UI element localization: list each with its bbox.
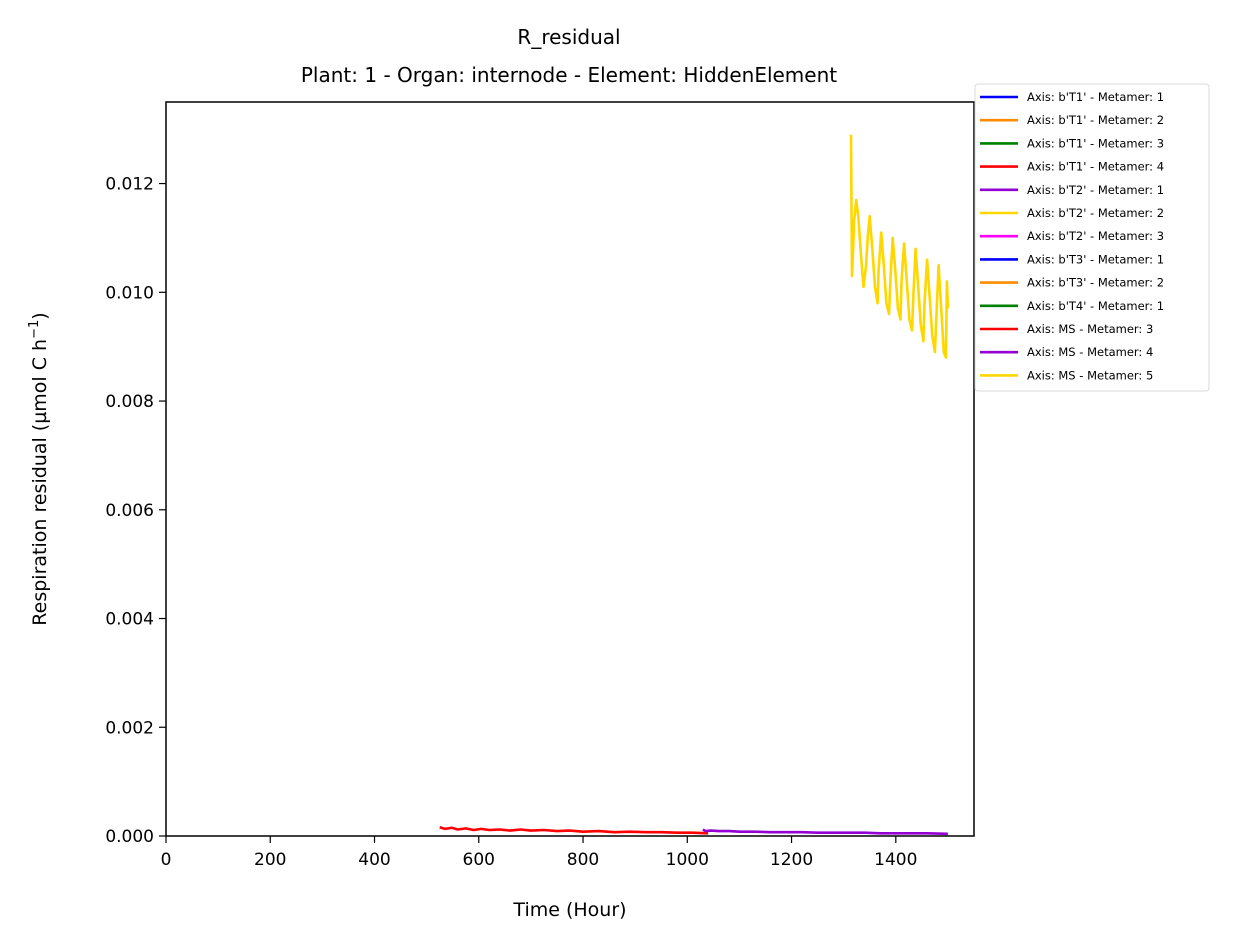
- x-tick-label: 0: [161, 850, 172, 870]
- legend-entry: Axis: b'T1' - Metamer: 1: [1027, 90, 1164, 104]
- x-tick-label: 600: [463, 850, 495, 870]
- legend-entry: Axis: MS - Metamer: 3: [1027, 322, 1153, 336]
- series-line-11: [702, 828, 948, 836]
- chart-subtitle: Plant: 1 - Organ: internode - Element: H…: [301, 63, 837, 87]
- y-axis: 0.000 0.002 0.004 0.006 0.008 0.010 0.012: [105, 175, 166, 847]
- x-tick-label: 1400: [874, 850, 917, 870]
- y-tick-label: 0.002: [105, 718, 154, 738]
- y-tick-label: 0.006: [105, 501, 154, 521]
- y-axis-label-superscript: −1: [27, 320, 42, 339]
- legend-entry: Axis: MS - Metamer: 5: [1027, 368, 1153, 382]
- legend-entry: Axis: MS - Metamer: 4: [1027, 345, 1153, 359]
- legend-entry: Axis: b'T2' - Metamer: 2: [1027, 206, 1164, 220]
- legend-entry: Axis: b'T3' - Metamer: 2: [1027, 276, 1164, 290]
- legend-entry: Axis: b'T2' - Metamer: 1: [1027, 183, 1164, 197]
- chart-title: R_residual: [517, 25, 620, 49]
- legend-entry: Axis: b'T4' - Metamer: 1: [1027, 299, 1164, 313]
- x-axis-label: Time (Hour): [512, 899, 626, 921]
- series-layer: [439, 134, 950, 836]
- x-tick-label: 1200: [770, 850, 813, 870]
- legend-entry: Axis: b'T1' - Metamer: 4: [1027, 160, 1164, 174]
- x-tick-label: 400: [358, 850, 390, 870]
- legend-entry: Axis: b'T1' - Metamer: 3: [1027, 136, 1164, 150]
- x-tick-label: 1000: [666, 850, 709, 870]
- legend-entry: Axis: b'T1' - Metamer: 2: [1027, 113, 1164, 127]
- y-tick-label: 0.012: [105, 175, 154, 195]
- legend-entry: Axis: b'T2' - Metamer: 3: [1027, 229, 1164, 243]
- series-line-10: [439, 826, 709, 835]
- legend-frame: [974, 83, 1210, 392]
- series-line-12: [849, 134, 950, 359]
- y-axis-label-main: Respiration residual (µmol C h: [29, 339, 51, 626]
- plot-frame: [165, 101, 975, 837]
- y-axis-label-end: ): [29, 312, 51, 319]
- y-tick-label: 0.000: [105, 827, 154, 847]
- x-axis: 0 200 400 600 800 1000 1200 1400: [161, 836, 917, 870]
- y-axis-label: Respiration residual (µmol C h−1): [27, 312, 51, 625]
- y-tick-label: 0.008: [105, 392, 154, 412]
- y-tick-label: 0.010: [105, 283, 154, 303]
- legend: Axis: b'T1' - Metamer: 1 Axis: b'T1' - Me…: [974, 83, 1210, 392]
- legend-entry: Axis: b'T3' - Metamer: 1: [1027, 252, 1164, 266]
- x-tick-label: 800: [567, 850, 599, 870]
- y-tick-label: 0.004: [105, 610, 154, 630]
- x-tick-label: 200: [254, 850, 286, 870]
